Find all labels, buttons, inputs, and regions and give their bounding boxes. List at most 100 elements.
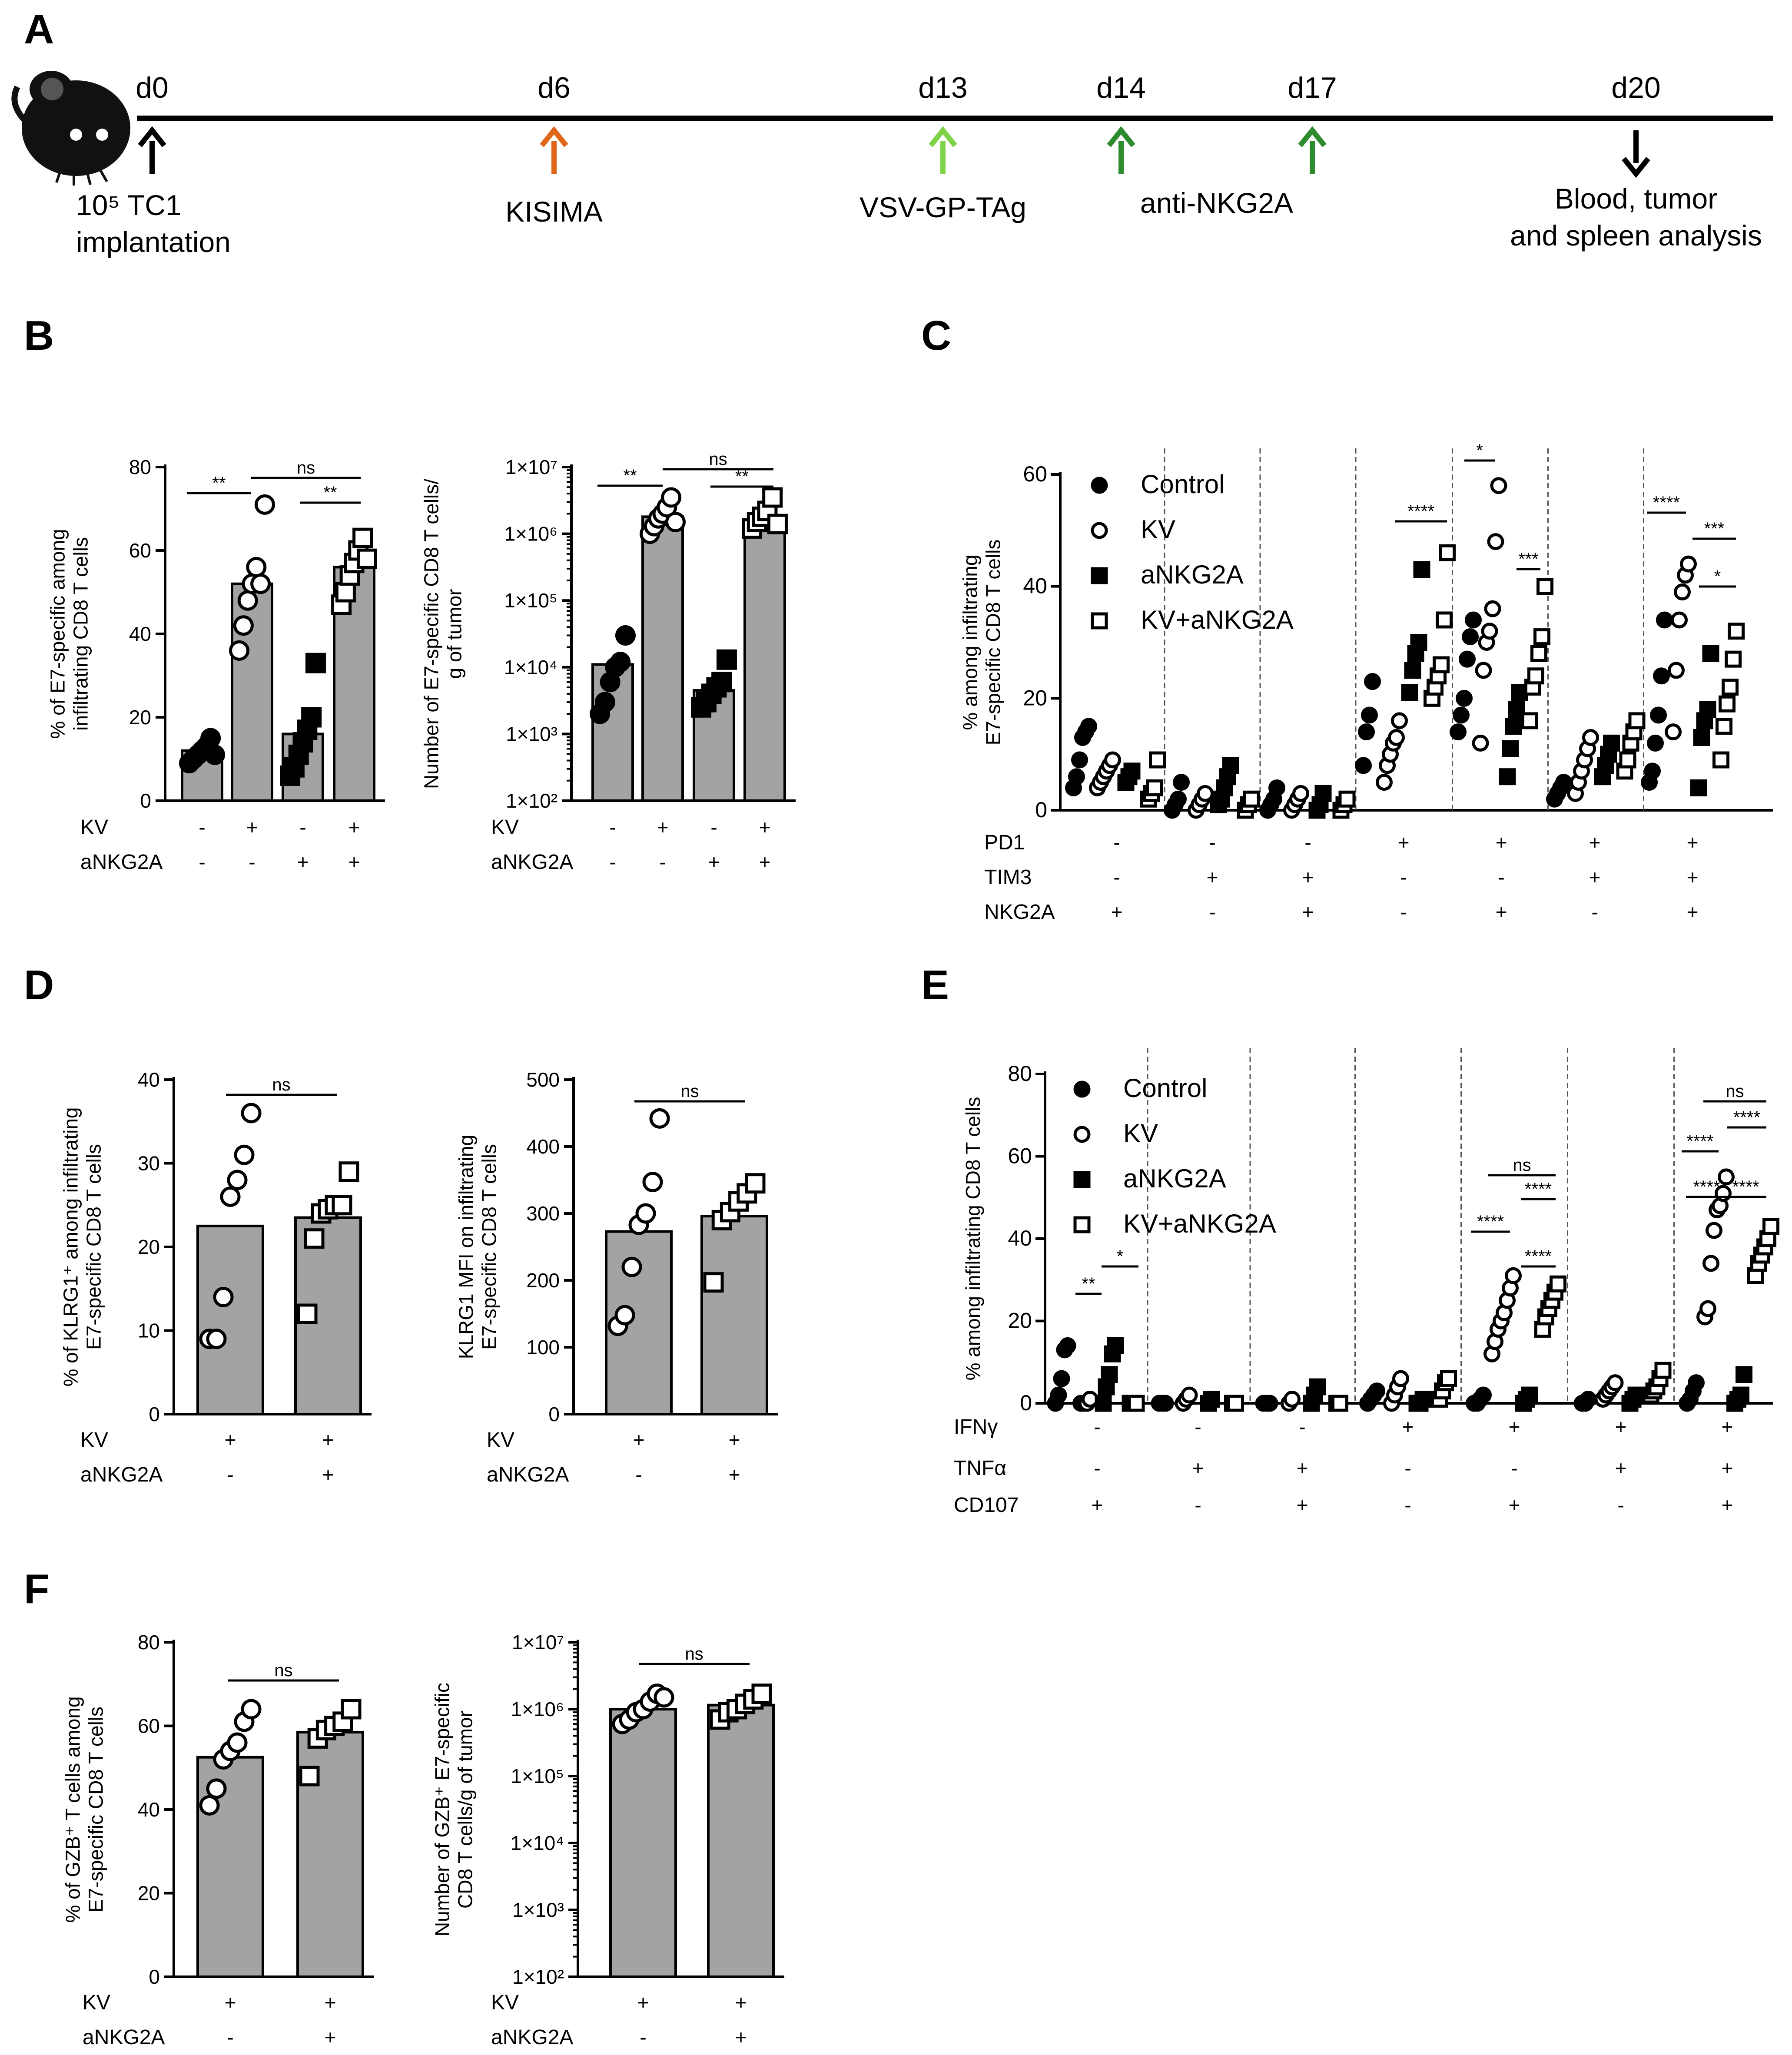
timeline-day-d0: d0 <box>136 71 169 104</box>
condition-sign: - <box>1209 901 1215 923</box>
mouse-icon <box>11 71 130 186</box>
bar-Control-point <box>615 625 636 646</box>
group-7-ankg2a-point <box>1690 779 1707 796</box>
condition-sign: - <box>199 816 205 839</box>
bar-KV-point <box>229 640 250 661</box>
legend-marker <box>1073 1126 1091 1143</box>
group-7-control-point <box>1688 1374 1705 1392</box>
legend-label: aNKG2A <box>1141 560 1244 589</box>
condition-sign: - <box>1113 831 1120 854</box>
group-7-control-point <box>1653 667 1670 685</box>
group-3-control-point <box>1268 779 1285 796</box>
condition-sign: + <box>1722 1415 1733 1438</box>
y-tick-label: 0 <box>149 1966 160 1988</box>
group-6-kvank-point <box>1654 1362 1672 1379</box>
legend-label: aNKG2A <box>1123 1164 1226 1193</box>
legend-label: Control <box>1123 1074 1207 1103</box>
group-5-kvank-point <box>1521 712 1538 729</box>
y-axis-label: KLRG1 MFI on infiltratingE7-specific CD8… <box>455 1135 501 1359</box>
group-1-control-point <box>1053 1370 1070 1387</box>
timeline-arrowhead-d17 <box>1298 126 1327 147</box>
y-tick-label: 20 <box>1023 686 1047 710</box>
y-axis-label: Number of GZB⁺ E7-specificCD8 T cells/g … <box>431 1683 477 1936</box>
condition-sign: - <box>199 851 205 873</box>
condition-sign: + <box>1207 866 1218 888</box>
bar-KV+aNKG2A-point <box>341 1699 362 1720</box>
bar-KV-point <box>665 512 686 533</box>
bar-KV-point <box>621 1256 642 1277</box>
significance-label: ns <box>274 1661 292 1680</box>
group-6-kvank-point <box>1619 751 1636 769</box>
condition-sign: - <box>1617 1494 1624 1516</box>
y-tick-label: 60 <box>1023 462 1047 486</box>
y-tick-label: 1×10⁴ <box>504 656 558 679</box>
group-1-control-point <box>1080 718 1097 735</box>
legend-marker <box>1073 1216 1091 1233</box>
y-tick-label: 100 <box>526 1336 560 1359</box>
row-label-KV: KV <box>487 1429 514 1452</box>
condition-sign: + <box>1687 901 1699 923</box>
group-7-control-point <box>1644 762 1661 780</box>
y-tick-label: 1×10⁵ <box>504 589 558 612</box>
y-tick-label: 400 <box>526 1135 560 1158</box>
condition-sign: - <box>1209 831 1215 854</box>
y-tick-label: 1×10³ <box>506 723 558 745</box>
condition-sign: + <box>1589 866 1601 888</box>
y-tick-label: 60 <box>129 539 151 562</box>
bar-KV+aNKG2A-point <box>703 1272 724 1293</box>
row-label-aNKG2A: aNKG2A <box>487 1463 569 1486</box>
event-analysis-2: and spleen analysis <box>1510 219 1762 252</box>
y-tick-label: 300 <box>526 1202 560 1225</box>
y-tick-label: 60 <box>138 1715 160 1737</box>
group-6-kvank-point <box>1628 712 1646 729</box>
condition-sign: + <box>1297 1457 1308 1479</box>
group-7-ankg2a-point <box>1736 1366 1752 1383</box>
group-5-kv-point <box>1487 533 1504 550</box>
legend-label: KV+aNKG2A <box>1123 1209 1276 1238</box>
bar-Control-point <box>200 728 221 749</box>
timeline-arrowhead-d20 <box>1622 157 1650 178</box>
y-tick-label: 1×10⁵ <box>511 1765 564 1787</box>
group-7-kvank-point <box>1728 623 1745 640</box>
y-tick-label: 80 <box>129 456 151 478</box>
panel-letter-a: A <box>24 6 54 53</box>
y-tick-label: 1×10⁷ <box>505 456 558 478</box>
group-5-kv-point <box>1472 734 1489 752</box>
significance-label: **** <box>1693 1177 1720 1197</box>
bar-KV-point <box>246 557 267 577</box>
row-label-aNKG2A: aNKG2A <box>80 1463 163 1486</box>
y-axis-label: % of E7-specific amonginfiltrating CD8 T… <box>46 529 92 739</box>
significance-label: **** <box>1653 493 1680 512</box>
bar-KV <box>609 1708 677 1978</box>
group-5-kvank-point <box>1533 628 1550 646</box>
bar-KV+aNKG2A-point <box>297 1303 318 1324</box>
condition-sign: - <box>1195 1494 1201 1516</box>
significance-label: ** <box>323 483 337 502</box>
chart-d-right: 0 100 200 300 400 500 KLRG1 MFI on infiltratin… <box>455 1068 778 1486</box>
bar-KV <box>231 582 273 802</box>
bar-Control <box>591 663 634 802</box>
bar-KV+aNKG2A-point <box>332 1195 352 1216</box>
legend-marker <box>1073 1081 1091 1098</box>
group-2-ankg2a-point <box>1203 1391 1220 1408</box>
y-axis-label: % among infiltrating CD8 T cells <box>962 1097 984 1381</box>
panel-letter-d: D <box>24 962 54 1008</box>
condition-sign: + <box>1496 831 1507 854</box>
row-label: TIM3 <box>984 866 1032 889</box>
bar-Control-point <box>204 744 225 765</box>
group-4-ankg2a-point <box>1404 662 1421 679</box>
panel-letter-b: B <box>24 312 54 359</box>
event-anti-nkg2a: anti-NKG2A <box>1140 187 1293 219</box>
condition-sign: + <box>1509 1494 1520 1516</box>
y-tick-label: 1×10⁶ <box>511 1698 564 1720</box>
group-5-control-point <box>1456 689 1473 707</box>
group-1-ankg2a-point <box>1123 762 1141 780</box>
bar-KV+aNKG2A <box>700 1215 768 1415</box>
group-2-ankg2a-point <box>1222 757 1239 774</box>
group-1-ankg2a-point <box>1107 1337 1124 1354</box>
group-4-ankg2a-point <box>1401 684 1418 701</box>
significance-label: * <box>1476 441 1483 460</box>
condition-sign: - <box>1511 1457 1517 1479</box>
bar-KV-point <box>254 494 275 515</box>
